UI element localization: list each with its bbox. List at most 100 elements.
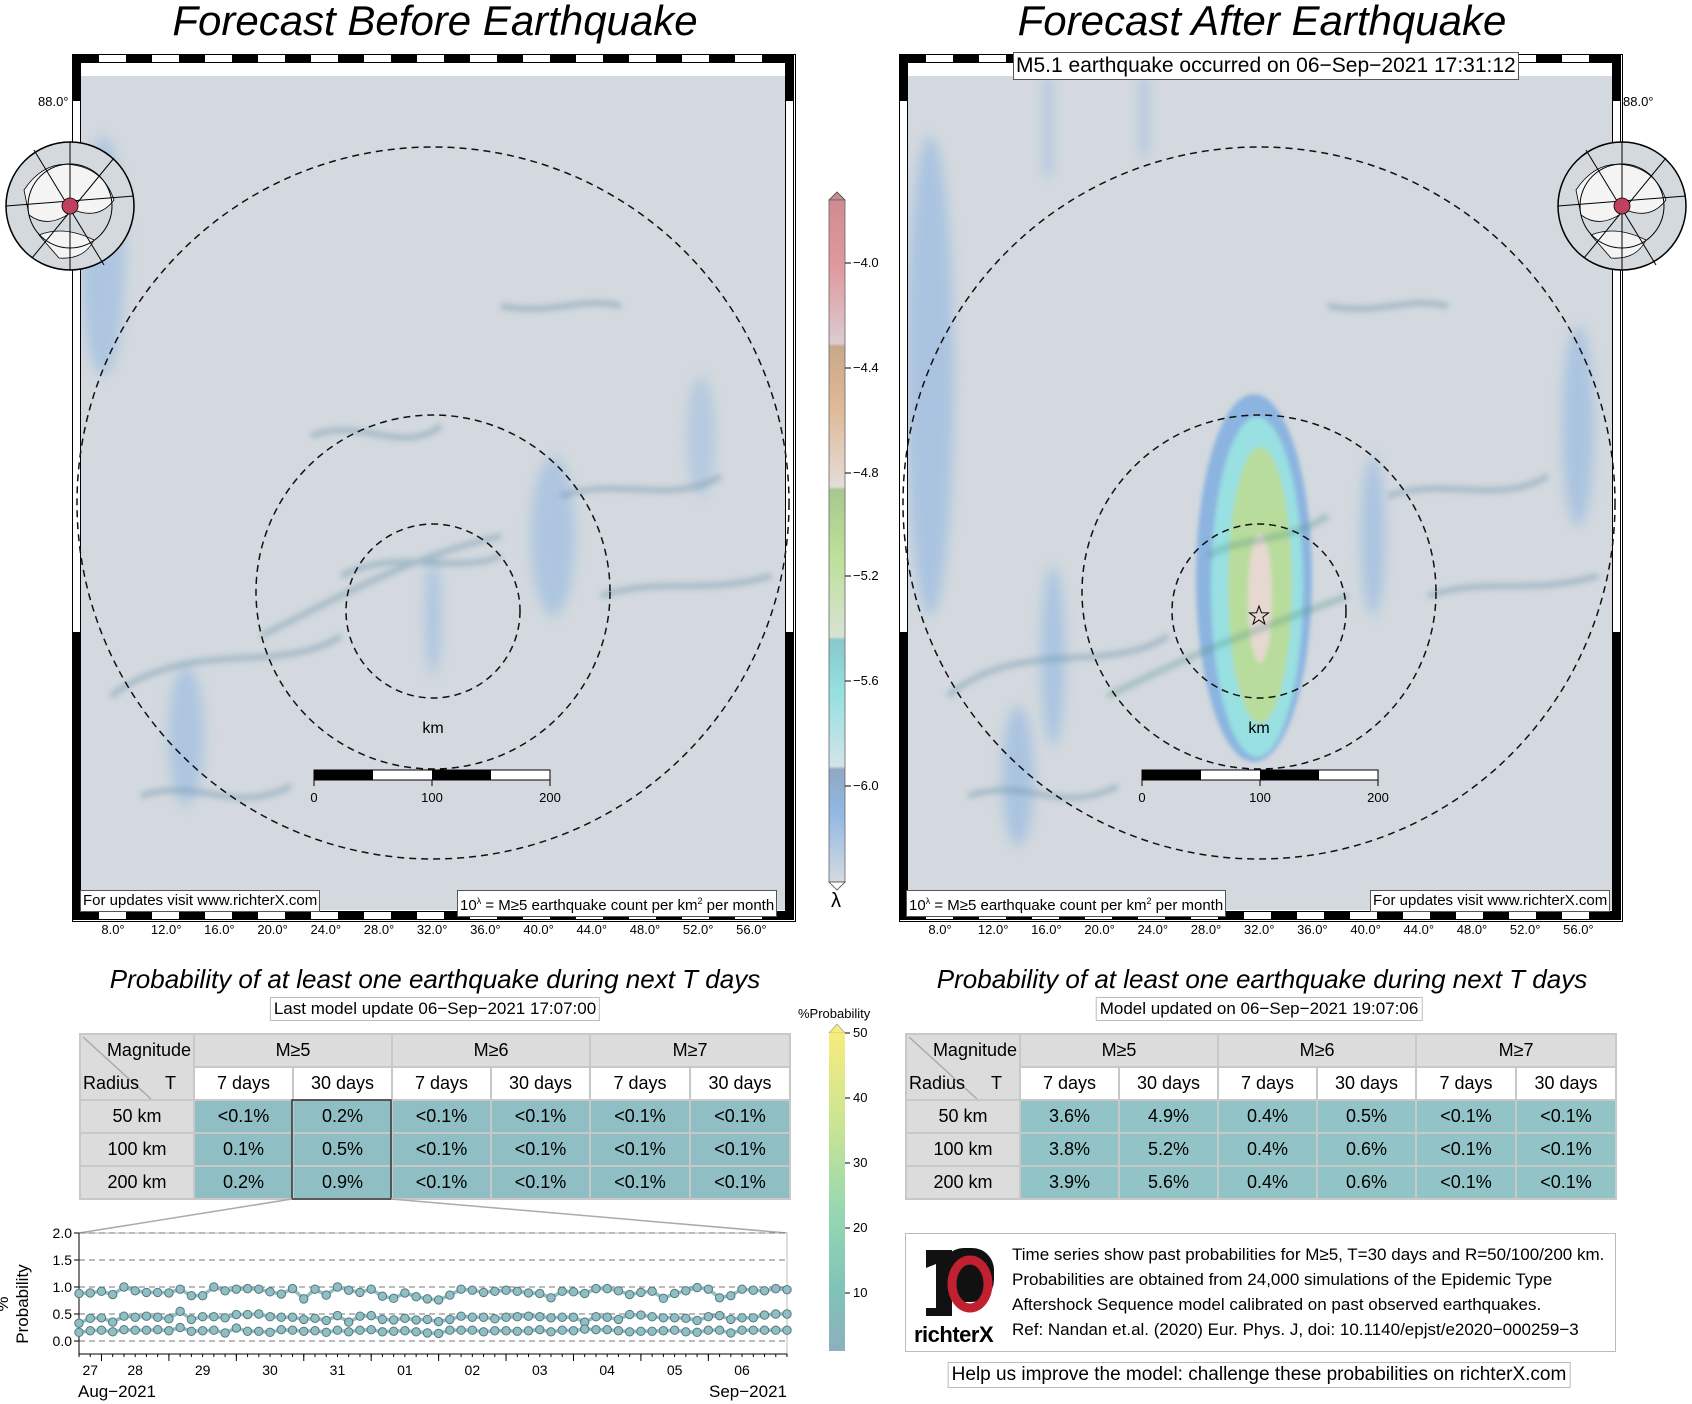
probability-cell: <0.1%: [1415, 1099, 1518, 1134]
longitude-tick-label: 24.0°: [310, 922, 342, 937]
series-point: [141, 1287, 152, 1298]
series-line: [78, 1325, 787, 1336]
x-tick-label: 05: [667, 1362, 683, 1378]
period-header: 7 days: [1019, 1066, 1120, 1101]
series-point: [546, 1313, 556, 1323]
info-line: Aftershock Sequence model calibrated on …: [1012, 1295, 1542, 1314]
series-point: [512, 1312, 522, 1322]
y-tick-label: 2.0: [53, 1225, 73, 1241]
probability-cell: <0.1%: [1515, 1132, 1618, 1167]
scale-bar: [1141, 769, 1379, 786]
period-header: 30 days: [490, 1066, 592, 1101]
series-point: [220, 1286, 230, 1296]
scale-unit-label: km: [422, 720, 444, 737]
series-point: [669, 1313, 680, 1323]
x-tick-label: 29: [195, 1362, 211, 1378]
radius-cell: 100 km: [79, 1132, 195, 1167]
probability-cell: 4.9%: [1117, 1099, 1220, 1134]
series-point: [377, 1327, 388, 1337]
x-month-label: Sep−2021: [709, 1382, 787, 1401]
series-point: [624, 1327, 635, 1337]
colorbar-tick: −4.8: [853, 465, 879, 480]
corner-period-label: T: [165, 1073, 176, 1093]
x-tick-label: 01: [397, 1362, 413, 1378]
series-point: [265, 1312, 275, 1322]
series-point: [141, 1311, 152, 1321]
series-point: [714, 1293, 725, 1303]
event-label: M5.1 earthquake occurred on 06−Sep−2021 …: [1013, 52, 1519, 80]
series-point: [141, 1325, 152, 1335]
series-point: [332, 1282, 343, 1292]
longitude-tick-label: 20.0°: [257, 922, 288, 937]
series-point: [400, 1288, 410, 1298]
series-point: [321, 1315, 331, 1326]
series-point: [411, 1315, 421, 1325]
period-header: 7 days: [589, 1066, 692, 1101]
probability-colorbar-label: %Probability: [798, 1006, 871, 1021]
series-point: [726, 1314, 736, 1325]
table-row: 100 km 0.1% 0.5% <0.1% <0.1% <0.1% <0.1%: [79, 1132, 792, 1167]
series-point: [647, 1286, 657, 1297]
longitude-tick-label: 44.0°: [1403, 922, 1435, 937]
location-marker: [1613, 197, 1631, 215]
series-point: [108, 1289, 118, 1300]
series-point: [276, 1312, 286, 1322]
y-axis-label: % Probability: [0, 1264, 32, 1344]
longitude-tick-label: 16.0°: [204, 922, 235, 937]
probability-tick: 40: [853, 1090, 868, 1105]
longitude-tick-label: 40.0°: [523, 922, 554, 937]
longitude-tick-label: 32.0°: [1243, 922, 1275, 937]
x-tick-label: 30: [262, 1362, 278, 1378]
probability-cell: <0.1%: [490, 1165, 592, 1200]
aftershock-rate-ellipses: [1196, 394, 1312, 762]
y-tick-label: 1.5: [53, 1252, 73, 1268]
series-point: [299, 1326, 309, 1336]
series-point: [119, 1282, 129, 1292]
info-box: richterX Time series show past probabili…: [905, 1233, 1616, 1352]
probability-cell: 0.2%: [291, 1099, 394, 1134]
series-point: [658, 1326, 669, 1336]
longitude-tick-label: 20.0°: [1084, 922, 1115, 937]
series-point: [624, 1289, 635, 1300]
longitude-tick-label: 48.0°: [629, 922, 661, 937]
series-point: [254, 1284, 264, 1294]
series-point: [714, 1325, 725, 1335]
magnitude-header: M≥7: [1415, 1033, 1618, 1068]
info-text: Time series show past probabilities for …: [1012, 1242, 1604, 1342]
longitude-tick-label: 8.0°: [101, 922, 125, 937]
series-point: [602, 1324, 612, 1335]
help-link[interactable]: Help us improve the model: challenge the…: [947, 1362, 1571, 1388]
series-point: [355, 1287, 365, 1298]
radius-cell: 50 km: [905, 1099, 1021, 1134]
series-point: [119, 1324, 129, 1335]
series-point: [254, 1309, 264, 1319]
probability-cell: 0.9%: [291, 1165, 394, 1200]
probability-cell: 0.6%: [1316, 1132, 1418, 1167]
colorbar-tick: −4.0: [853, 255, 879, 270]
corner-magnitude-label: Magnitude: [932, 1040, 1017, 1060]
right-map-title: Forecast After Earthquake: [1017, 0, 1507, 44]
radius-cell: 200 km: [79, 1165, 195, 1200]
series-point: [209, 1282, 219, 1292]
period-header: 30 days: [1515, 1066, 1618, 1101]
magnitude-header: M≥5: [192, 1033, 394, 1068]
series-point: [681, 1327, 691, 1337]
probability-tick: 10: [853, 1285, 868, 1300]
longitude-tick-label: 28.0°: [1190, 922, 1222, 937]
series-point: [602, 1283, 612, 1294]
longitude-tick-label: 16.0°: [1031, 922, 1062, 937]
radius-circle-50km: [1171, 523, 1347, 699]
series-point: [748, 1313, 758, 1323]
series-point: [355, 1311, 365, 1321]
series-point: [96, 1313, 107, 1323]
longitude-tick-label: 40.0°: [1350, 922, 1381, 937]
series-point: [647, 1326, 657, 1336]
series-point: [647, 1312, 657, 1322]
corner-period-label: T: [991, 1073, 1002, 1093]
probability-cell: 0.6%: [1316, 1165, 1418, 1200]
probability-tick: 50: [853, 1025, 868, 1040]
series-point: [557, 1325, 567, 1335]
series-point: [242, 1309, 253, 1320]
period-header: 30 days: [1117, 1066, 1220, 1101]
probability-cell: <0.1%: [689, 1099, 792, 1134]
